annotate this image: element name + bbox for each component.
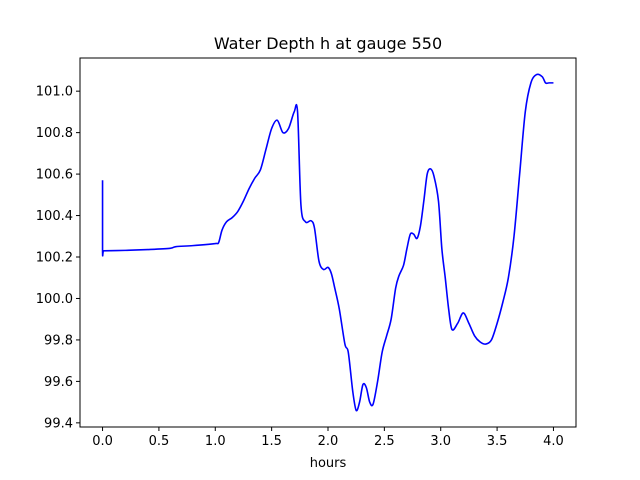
x-axis: 0.0 0.5 1.0 1.5 2.0 2.5 3.0 3.5 4.0	[92, 427, 564, 449]
x-axis-label: hours	[310, 456, 347, 471]
y-tick-label: 99.6	[44, 375, 73, 390]
x-tick-label: 1.0	[205, 434, 226, 449]
y-tick-label: 100.6	[36, 168, 73, 183]
series-group	[101, 73, 554, 412]
chart-title: Water Depth h at gauge 550	[214, 34, 442, 53]
x-tick-label: 2.5	[374, 434, 395, 449]
plot-area-frame	[79, 57, 577, 428]
y-axis: 99.4 99.6 99.8 100.0 100.2 100.4 100.6 100.8 101…	[36, 85, 80, 431]
x-tick-label: 0.5	[149, 434, 170, 449]
y-tick-label: 100.4	[36, 209, 73, 224]
y-tick-label: 100.2	[36, 251, 73, 266]
x-tick-label: 3.5	[487, 434, 508, 449]
y-tick-label: 99.8	[44, 333, 73, 348]
series-line	[101, 73, 554, 412]
x-tick-label: 3.0	[430, 434, 451, 449]
x-tick-label: 4.0	[543, 434, 564, 449]
y-tick-label: 99.4	[44, 416, 73, 431]
x-tick-label: 2.0	[318, 434, 339, 449]
y-tick-label: 101.0	[36, 85, 73, 100]
x-tick-label: 0.0	[92, 434, 113, 449]
y-tick-label: 100.0	[36, 292, 73, 307]
x-tick-label: 1.5	[261, 434, 282, 449]
y-tick-label: 100.8	[36, 126, 73, 141]
